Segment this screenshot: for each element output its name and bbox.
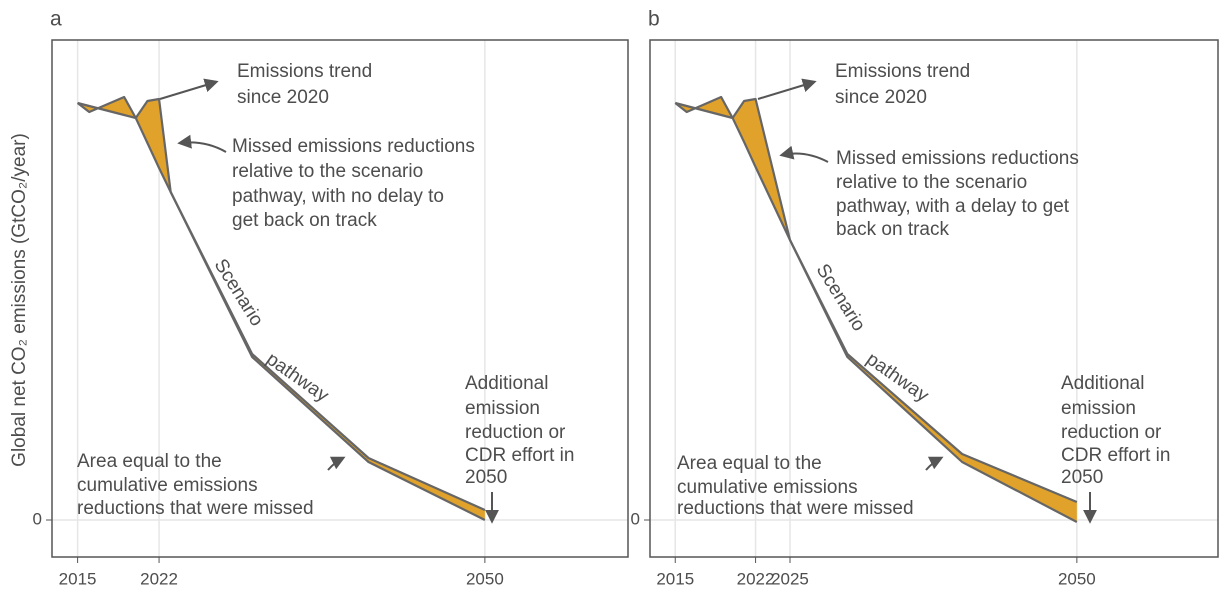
annotation: Area equal to the — [677, 453, 822, 474]
annotation: Missed emissions reductions — [232, 136, 475, 157]
annotation: Emissions trend — [835, 61, 970, 82]
annotation: emission — [1061, 398, 1136, 419]
arrow — [757, 78, 817, 100]
arrow — [925, 456, 944, 471]
x-tick-label: 2050 — [1058, 569, 1096, 588]
arrow — [327, 456, 346, 471]
plot-frame — [51, 39, 629, 558]
annotation: relative to the scenario — [836, 172, 1027, 193]
emission-line — [76, 95, 486, 512]
annotation: pathway, with no delay to — [232, 186, 444, 207]
x-tick-label: 2015 — [59, 569, 97, 588]
x-tick-label: 2050 — [466, 569, 504, 588]
annotation: Scenario — [210, 255, 268, 330]
annotation: pathway, with a delay to get — [836, 196, 1070, 217]
annotation: 2050 — [1061, 467, 1103, 488]
annotation: Emissions trend — [237, 61, 372, 82]
annotation: reduction or — [465, 422, 566, 443]
annotation: cumulative emissions — [677, 477, 858, 498]
plot-frame — [649, 39, 1219, 558]
y-tick-label: 0 — [631, 509, 640, 528]
annotation: reductions that were missed — [677, 498, 914, 519]
annotation: since 2020 — [237, 87, 329, 108]
annotation: CDR effort in — [465, 445, 574, 466]
annotation: 2050 — [465, 467, 507, 488]
annotation: reduction or — [1061, 422, 1162, 443]
y-tick-label: 0 — [33, 509, 42, 528]
annotation: Area equal to the — [77, 451, 222, 472]
annotation: reductions that were missed — [77, 498, 314, 519]
panel-label: a — [50, 8, 62, 31]
annotation: since 2020 — [835, 87, 927, 108]
arrow — [779, 145, 829, 163]
x-tick-label: 2015 — [656, 569, 694, 588]
annotation: get back on track — [232, 210, 377, 231]
x-tick-label: 2022 — [737, 569, 775, 588]
x-tick-label: 2025 — [771, 569, 809, 588]
y-axis-label: Global net CO₂ emissions (GtCO₂/year) — [9, 133, 30, 467]
annotation: CDR effort in — [1061, 445, 1170, 466]
x-tick-label: 2022 — [140, 569, 178, 588]
annotation: Missed emissions reductions — [836, 148, 1079, 169]
annotation: relative to the scenario — [232, 161, 423, 182]
annotation: Additional — [1061, 373, 1144, 394]
gap-area — [675, 97, 1077, 522]
annotation: emission — [465, 398, 540, 419]
annotation: back on track — [836, 219, 949, 240]
annotation: Additional — [465, 373, 548, 394]
arrow — [177, 134, 227, 153]
annotation: cumulative emissions — [77, 475, 258, 496]
arrow — [159, 78, 219, 100]
emission-line — [674, 95, 1078, 504]
panel-label: b — [648, 8, 660, 31]
